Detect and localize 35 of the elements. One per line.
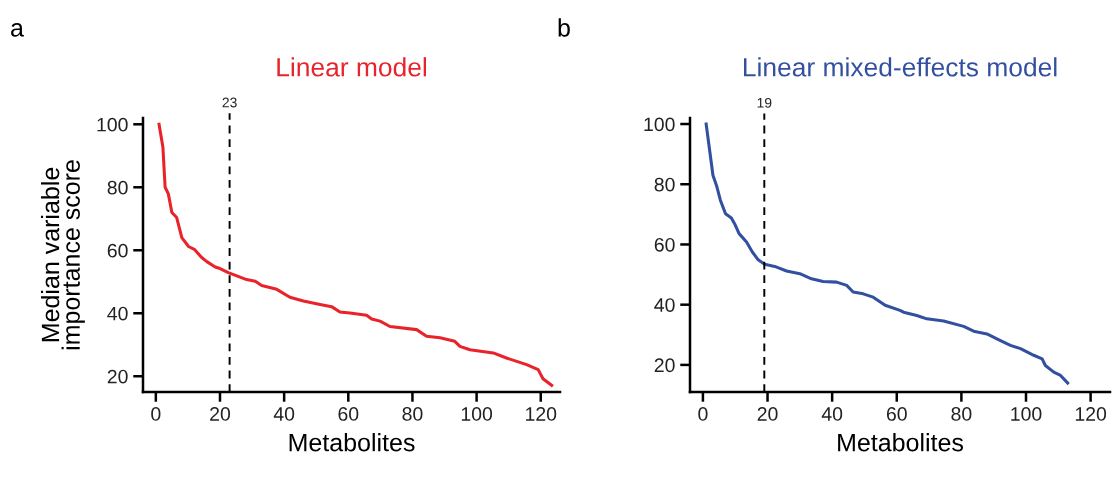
y-tick-label: 60: [654, 237, 675, 252]
x-tick-label: 100: [461, 407, 493, 421]
text: a: [11, 23, 24, 37]
y-tick-label: 80: [654, 177, 675, 192]
x-tick-label: 60: [338, 407, 359, 421]
x-tick-label: 80: [402, 407, 423, 421]
x-tick-label: 120: [1075, 407, 1107, 421]
x-tick-label: 0: [698, 407, 708, 421]
y-tick-label: 40: [107, 306, 128, 321]
y-tick-label: 60: [107, 243, 128, 258]
chart-title: Linear model: [277, 57, 427, 77]
y-tick-label: 100: [97, 117, 128, 132]
y-tick-label: 20: [107, 369, 128, 384]
x-axis-title: Metabolites: [838, 433, 964, 452]
ref-line-label: 23: [222, 97, 237, 108]
x-tick-label: 60: [886, 407, 907, 421]
x-tick-label: 0: [151, 407, 161, 421]
line-series: [704, 122, 1070, 385]
y-tick-label: 80: [107, 180, 128, 195]
x-tick-label: 120: [526, 407, 557, 421]
line-series: [157, 122, 554, 387]
x-tick-label: 20: [757, 407, 778, 421]
x-tick-label: 100: [1011, 407, 1042, 421]
x-tick-label: 80: [951, 407, 972, 421]
ref-line-label: 19: [757, 97, 772, 108]
x-axis-title: Metabolites: [289, 433, 415, 452]
y-tick-label: 100: [644, 117, 675, 132]
x-tick-label: 20: [210, 407, 231, 421]
y-tick-label: 40: [654, 298, 675, 312]
y-axis-title: Median variable importance score: [40, 160, 85, 350]
chart-title: Linear mixed-effects model: [744, 57, 1057, 77]
x-tick-label: 40: [273, 407, 295, 421]
text: b: [558, 18, 570, 37]
y-tick-label: 20: [654, 358, 675, 373]
x-tick-label: 40: [821, 407, 843, 421]
